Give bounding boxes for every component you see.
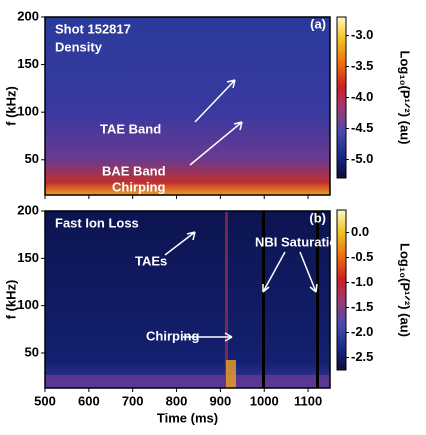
y-axis-title: f (kHz) <box>3 86 18 126</box>
annotation: NBI Saturation <box>255 234 345 249</box>
panel-label: (a) <box>310 16 326 31</box>
annotation: Fast Ion Loss <box>55 215 139 230</box>
annotation: Density <box>55 39 103 54</box>
x-tick-label: 600 <box>78 393 100 408</box>
y-tick-label: 150 <box>17 56 39 71</box>
colorbar-tick-label: -0.5 <box>351 249 373 264</box>
arrow <box>164 231 196 256</box>
spectrogram-feature <box>45 375 330 388</box>
x-axis-title: Time (ms) <box>157 410 218 425</box>
x-tick-label: 800 <box>166 393 188 408</box>
y-tick-label: 100 <box>17 104 39 119</box>
colorbar-tick-label: -1.0 <box>351 274 373 289</box>
annotation: Chirping <box>146 328 199 343</box>
panel-label: (b) <box>309 210 326 225</box>
colorbar-tick-label: -3.0 <box>351 27 373 42</box>
annotation: Shot 152817 <box>55 21 131 36</box>
y-tick-label: 100 <box>17 297 39 312</box>
colorbar-tick-label: -4.5 <box>351 120 373 135</box>
x-tick-label: 1100 <box>294 393 322 408</box>
colorbar-title: Log₁₀(P¹ᐟ²) (au) <box>398 243 413 337</box>
y-tick-label: 150 <box>17 250 39 265</box>
spectrogram-feature <box>316 211 319 388</box>
arrow <box>299 251 318 293</box>
y-tick-label: 50 <box>25 344 39 359</box>
colorbar <box>336 209 347 371</box>
x-tick-label: 700 <box>122 393 144 408</box>
arrow <box>183 332 233 342</box>
spectrogram-feature <box>226 360 236 388</box>
plot-frame <box>44 16 331 196</box>
annotation: BAE Band <box>102 163 166 178</box>
colorbar-tick-label: -3.5 <box>351 58 373 73</box>
y-tick-label: 200 <box>17 8 39 23</box>
y-tick-label: 50 <box>25 151 39 166</box>
arrow <box>194 79 236 123</box>
spectrogram-feature <box>262 211 265 388</box>
colorbar-tick-label: 0.0 <box>351 224 369 239</box>
colorbar-tick-label: -5.0 <box>351 151 373 166</box>
spectrogram-feature <box>225 211 228 388</box>
colorbar-tick-label: -4.0 <box>351 89 373 104</box>
annotation: TAEs <box>135 253 167 268</box>
colorbar-tick-label: -2.0 <box>351 324 373 339</box>
spectrogram-image <box>45 211 330 388</box>
arrow <box>189 121 243 166</box>
y-tick-label: 200 <box>17 202 39 217</box>
annotation: TAE Band <box>100 121 161 136</box>
x-tick-label: 900 <box>210 393 232 408</box>
colorbar <box>336 16 347 179</box>
x-tick-label: 1000 <box>250 393 279 408</box>
spectrogram-image <box>45 17 330 195</box>
plot-frame <box>44 210 331 389</box>
colorbar-tick-label: -2.5 <box>351 349 373 364</box>
y-axis-title: f (kHz) <box>3 280 18 320</box>
arrow <box>262 251 286 293</box>
colorbar-tick-label: -1.5 <box>351 299 373 314</box>
x-tick-label: 500 <box>34 393 56 408</box>
annotation: Chirping <box>112 179 165 194</box>
colorbar-title: Log₁₀(P¹ᐟ²) (au) <box>398 51 413 145</box>
